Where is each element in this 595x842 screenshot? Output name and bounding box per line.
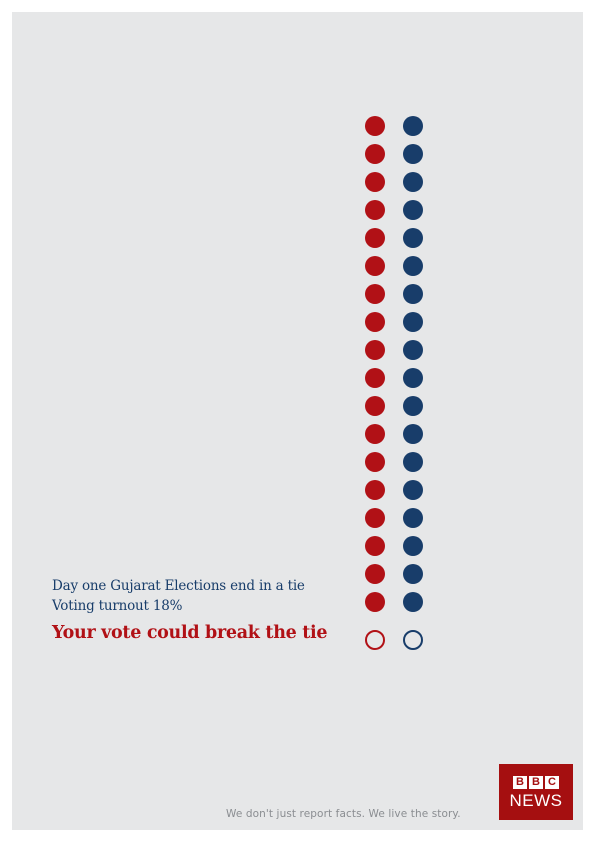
blue-vote-dot	[403, 228, 423, 248]
blue-empty-vote-dot	[403, 630, 423, 650]
blue-vote-dot	[403, 144, 423, 164]
red-vote-dot	[365, 256, 385, 276]
red-vote-dot	[365, 536, 385, 556]
blue-vote-dot	[403, 116, 423, 136]
tagline: We don't just report facts. We live the …	[226, 808, 461, 820]
bbc-news-logo: B B C NEWS	[499, 764, 573, 820]
red-vote-dot	[365, 564, 385, 584]
red-vote-dot	[365, 368, 385, 388]
news-wordmark: NEWS	[509, 791, 563, 810]
red-vote-dot	[365, 592, 385, 612]
red-vote-dot	[365, 340, 385, 360]
blue-vote-dot	[403, 200, 423, 220]
red-vote-dot	[365, 116, 385, 136]
blue-vote-dot	[403, 368, 423, 388]
bbc-blocks: B B C	[513, 776, 559, 789]
red-vote-dot	[365, 312, 385, 332]
blue-vote-dot	[403, 508, 423, 528]
red-vote-dot	[365, 424, 385, 444]
red-vote-dot	[365, 200, 385, 220]
red-vote-dot	[365, 396, 385, 416]
red-vote-dot	[365, 480, 385, 500]
red-empty-vote-dot	[365, 630, 385, 650]
blue-vote-dot	[403, 284, 423, 304]
blue-vote-dot	[403, 424, 423, 444]
blue-vote-dot	[403, 564, 423, 584]
blue-vote-dot	[403, 396, 423, 416]
blue-vote-dot	[403, 172, 423, 192]
bbc-letter-block: B	[513, 776, 527, 789]
blue-vote-dot	[403, 312, 423, 332]
blue-vote-dot	[403, 340, 423, 360]
headline-call-to-action: Your vote could break the tie	[52, 623, 328, 643]
blue-vote-dot	[403, 256, 423, 276]
red-vote-dot	[365, 144, 385, 164]
red-vote-dot	[365, 172, 385, 192]
blue-vote-dot	[403, 480, 423, 500]
red-vote-dot	[365, 284, 385, 304]
bbc-letter-block: C	[545, 776, 559, 789]
headline-line-1: Day one Gujarat Elections end in a tie	[52, 578, 305, 594]
blue-vote-dot	[403, 536, 423, 556]
red-vote-dot	[365, 228, 385, 248]
headline-block: Day one Gujarat Elections end in a tie V…	[52, 576, 352, 646]
headline-line-2: Voting turnout 18%	[52, 598, 183, 614]
red-vote-dot	[365, 452, 385, 472]
bbc-letter-block: B	[529, 776, 543, 789]
blue-vote-dot	[403, 592, 423, 612]
red-vote-dot	[365, 508, 385, 528]
blue-vote-dot	[403, 452, 423, 472]
poster: Day one Gujarat Elections end in a tie V…	[12, 12, 583, 830]
